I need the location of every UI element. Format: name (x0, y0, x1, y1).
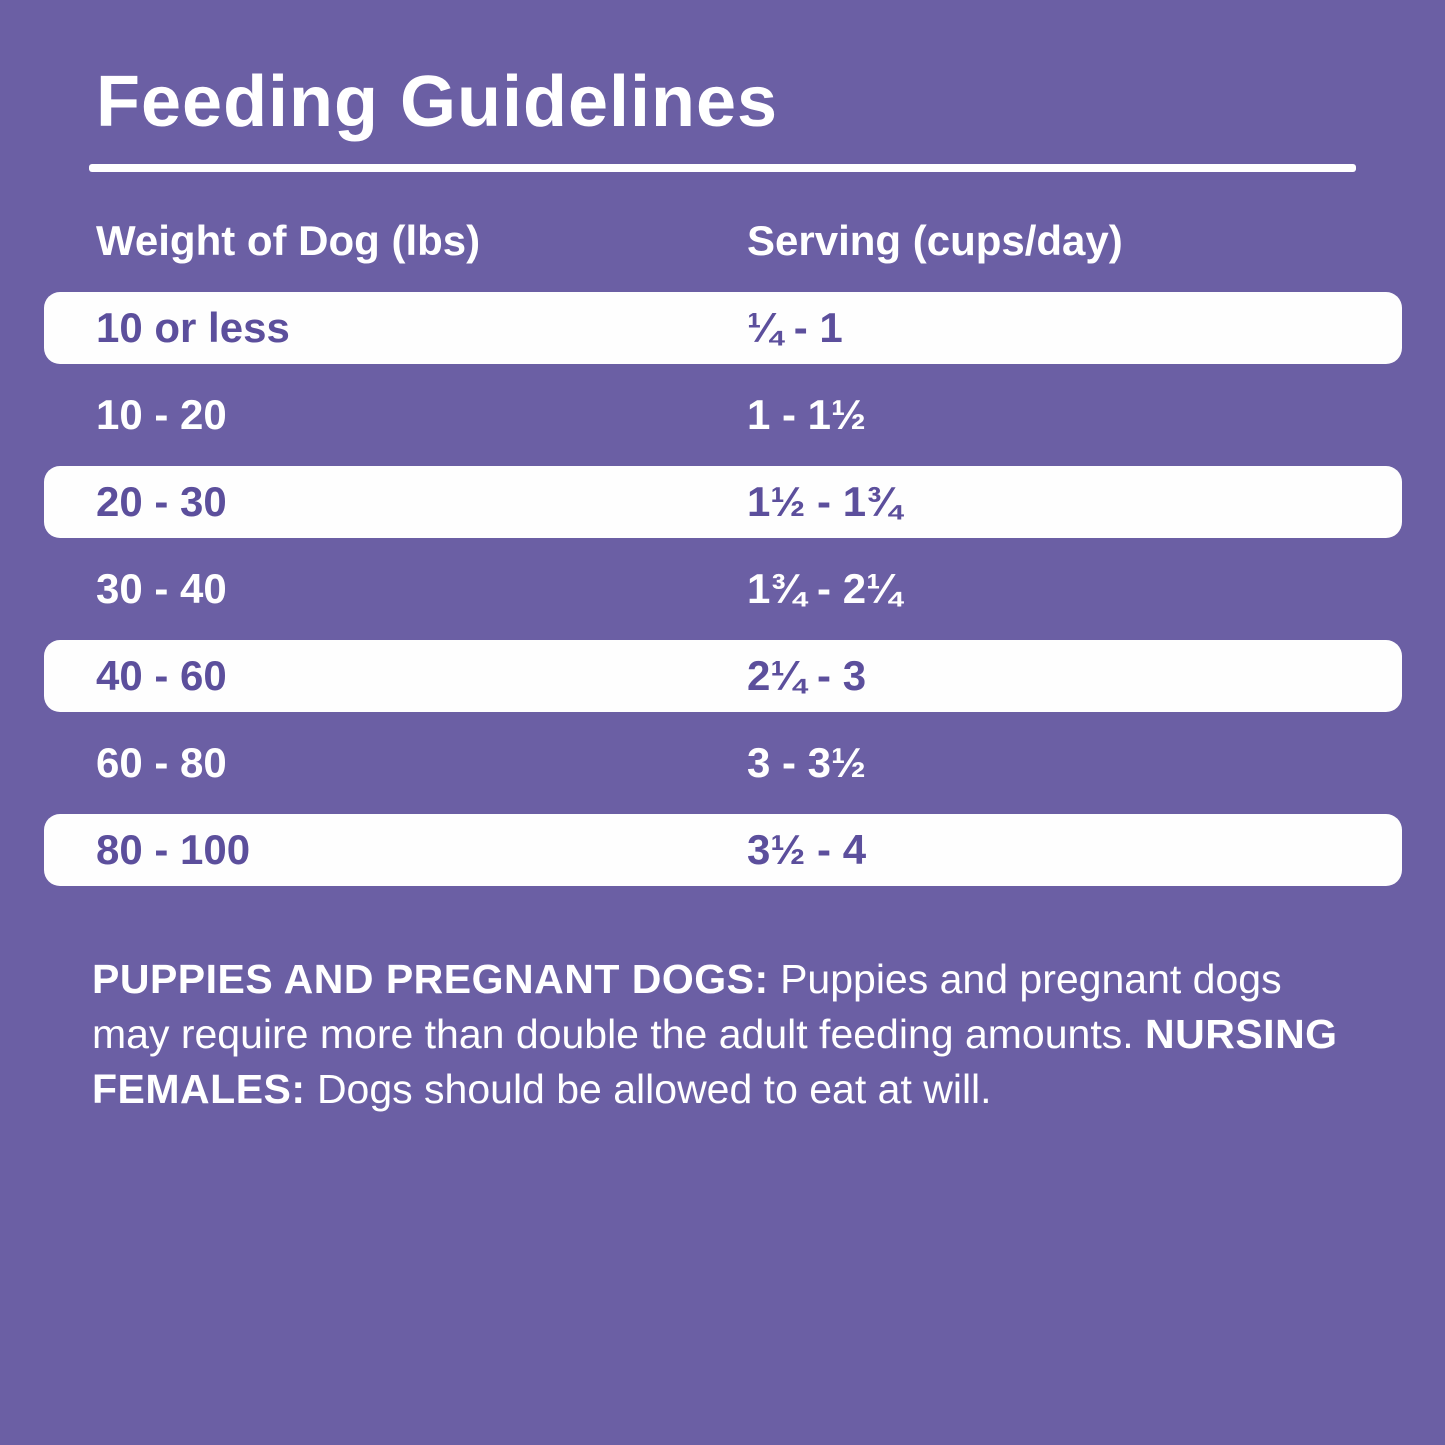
row-weight: 20 - 30 (96, 478, 227, 526)
row-weight: 60 - 80 (96, 739, 227, 787)
table-row: 80 - 100 3½ - 4 (44, 814, 1402, 887)
feeding-table-body: 10 or less ¼ - 1 10 - 20 1 - 1½ 20 - 30 … (0, 292, 1445, 887)
row-serving: ¼ - 1 (747, 304, 843, 352)
table-row: 40 - 60 2¼ - 3 (44, 640, 1402, 713)
nursing-females-text: Dogs should be allowed to eat at will. (305, 1066, 992, 1113)
row-serving: 1½ - 1¾ (747, 478, 902, 526)
puppies-pregnant-text: Puppies and pregnant dogs may require mo… (92, 956, 1282, 1058)
row-serving: 3 - 3½ (747, 739, 867, 787)
row-serving: 3½ - 4 (747, 826, 867, 874)
puppies-pregnant-label: PUPPIES AND PREGNANT DOGS: (92, 956, 769, 1003)
table-row: 10 - 20 1 - 1½ (44, 379, 1402, 451)
table-header-row: Weight of Dog (lbs) Serving (cups/day) (96, 217, 1445, 264)
table-row: 30 - 40 1¾ - 2¼ (44, 553, 1402, 625)
header-serving: Serving (cups/day) (747, 217, 1123, 264)
row-weight: 40 - 60 (96, 652, 227, 700)
row-serving: 2¼ - 3 (747, 652, 867, 700)
table-row: 10 or less ¼ - 1 (44, 292, 1402, 365)
table-row: 20 - 30 1½ - 1¾ (44, 466, 1402, 539)
row-weight: 30 - 40 (96, 565, 227, 613)
row-weight: 80 - 100 (96, 826, 251, 874)
page-title: Feeding Guidelines (96, 62, 779, 142)
row-weight: 10 - 20 (96, 391, 227, 439)
nursing-females-label: NURSING FEMALES: (92, 1011, 1338, 1113)
feeding-footnote: PUPPIES AND PREGNANT DOGS: Puppies and p… (92, 952, 1353, 1117)
header-weight-of-dog: Weight of Dog (lbs) (96, 217, 481, 264)
table-row: 60 - 80 3 - 3½ (44, 727, 1402, 799)
row-serving: 1 - 1½ (747, 391, 867, 439)
row-serving: 1¾ - 2¼ (747, 565, 902, 613)
title-divider (89, 164, 1356, 172)
row-weight: 10 or less (96, 304, 290, 352)
